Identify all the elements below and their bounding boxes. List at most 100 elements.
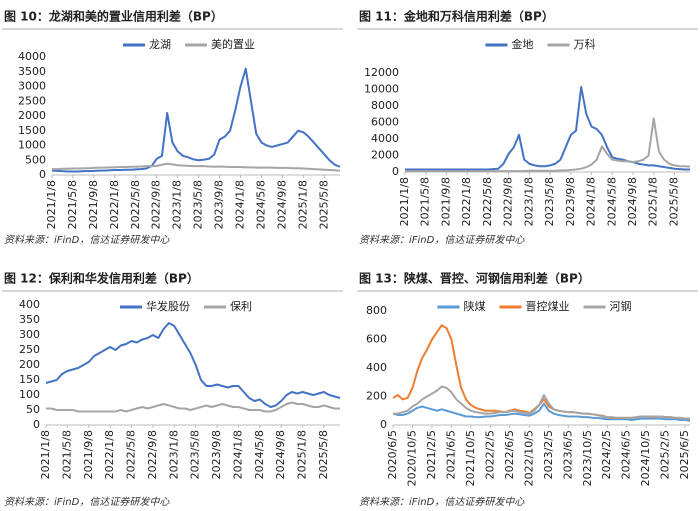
x-tick-label: 2021/5/8 <box>66 180 79 229</box>
y-tick-label: 3500 <box>18 65 46 78</box>
x-tick-label: 2024/1/8 <box>585 177 598 226</box>
series-line <box>392 402 691 422</box>
chart-title: 图 12：保利和华发信用利差（BP） <box>4 271 199 286</box>
x-tick-label: 2025/6/5 <box>678 430 691 479</box>
x-tick-label: 2025/5/8 <box>317 180 330 229</box>
x-tick-label: 2021/5/8 <box>419 177 432 226</box>
x-tick-label: 2023/5/8 <box>189 430 202 479</box>
legend-label: 金地 <box>512 37 534 51</box>
x-tick-label: 2023/6/5 <box>561 430 574 479</box>
y-tick-label: 2500 <box>18 94 46 107</box>
x-tick-label: 2021/1/8 <box>45 180 58 229</box>
legend-label: 晋控煤业 <box>526 299 570 313</box>
x-tick-label: 2022/5/8 <box>125 430 138 479</box>
x-tick-label: 2021/10/5 <box>464 430 477 486</box>
chart-title: 图 13：陕煤、晋控、河钢信用利差（BP） <box>359 271 590 286</box>
series-line <box>46 401 340 413</box>
legend-label: 华发股份 <box>146 299 190 313</box>
y-tick-label: 200 <box>366 390 387 403</box>
y-tick-label: 1000 <box>18 139 46 152</box>
x-tick-label: 2025/1/8 <box>647 177 660 226</box>
y-tick-label: 0 <box>33 418 40 431</box>
x-tick-label: 2022/9/8 <box>502 177 515 226</box>
x-tick-label: 2023/9/8 <box>213 180 226 229</box>
x-tick-label: 2023/1/8 <box>171 180 184 229</box>
x-tick-label: 2024/9/8 <box>626 177 639 226</box>
y-tick-label: 4000 <box>371 132 399 145</box>
x-tick-label: 2021/6/5 <box>444 430 457 479</box>
y-tick-label: 400 <box>366 361 387 374</box>
y-tick-label: 2000 <box>18 109 46 122</box>
y-tick-label: 50 <box>26 403 40 416</box>
x-tick-label: 2021/9/8 <box>439 177 452 226</box>
x-tick-label: 2021/1/8 <box>39 430 52 479</box>
x-tick-label: 2023/1/8 <box>167 430 180 479</box>
x-tick-label: 2024/1/8 <box>231 430 244 479</box>
y-tick-label: 400 <box>19 298 40 311</box>
x-tick-label: 2022/9/8 <box>150 180 163 229</box>
y-tick-label: 500 <box>25 153 46 166</box>
x-tick-label: 2024/5/8 <box>254 180 267 229</box>
y-tick-label: 0 <box>380 418 387 431</box>
x-tick-label: 2025/5/8 <box>667 177 680 226</box>
x-tick-label: 2024/5/8 <box>605 177 618 226</box>
y-tick-label: 8000 <box>371 99 399 112</box>
y-tick-label: 600 <box>366 333 387 346</box>
y-tick-label: 800 <box>366 304 387 317</box>
y-tick-label: 12000 <box>364 66 399 79</box>
y-tick-label: 150 <box>19 373 40 386</box>
source: 资料来源：iFinD，信达证券研发中心 <box>4 496 170 508</box>
x-tick-label: 2023/2/5 <box>542 430 555 479</box>
x-tick-label: 2022/9/8 <box>146 430 159 479</box>
chart-title: 图 10：龙湖和美的置业信用利差（BP） <box>4 9 223 24</box>
series-line <box>45 322 341 408</box>
x-tick-label: 2022/2/5 <box>483 430 496 479</box>
x-tick-label: 2024/1/8 <box>234 180 247 229</box>
x-tick-label: 2021/9/8 <box>82 430 95 479</box>
y-tick-label: 300 <box>19 328 40 341</box>
x-tick-label: 2023/9/8 <box>564 177 577 226</box>
x-tick-label: 2025/1/8 <box>296 180 309 229</box>
x-tick-label: 2022/1/8 <box>103 430 116 479</box>
y-tick-label: 100 <box>19 388 40 401</box>
x-tick-label: 2022/5/8 <box>481 177 494 226</box>
x-tick-label: 2023/5/8 <box>192 180 205 229</box>
y-tick-label: 0 <box>392 165 399 178</box>
x-tick-label: 2021/5/8 <box>60 430 73 479</box>
x-tick-label: 2024/10/5 <box>639 430 652 486</box>
y-tick-label: 350 <box>19 313 40 326</box>
x-tick-label: 2021/9/8 <box>87 180 100 229</box>
y-tick-label: 3000 <box>18 80 46 93</box>
source: 资料来源：iFinD，信达证券研发中心 <box>4 234 170 246</box>
y-tick-label: 2000 <box>371 149 399 162</box>
legend-label: 河钢 <box>610 300 632 313</box>
series-line <box>405 86 690 171</box>
x-tick-label: 2020/10/5 <box>405 430 418 486</box>
y-tick-label: 4000 <box>18 50 46 63</box>
legend-label: 保利 <box>230 299 252 313</box>
legend-label: 万科 <box>574 37 596 51</box>
series-line <box>392 324 690 420</box>
y-tick-label: 6000 <box>371 116 399 129</box>
x-tick-label: 2022/5/8 <box>129 180 142 229</box>
chart-title: 图 11：金地和万科信用利差（BP） <box>359 9 554 24</box>
x-tick-label: 2022/6/5 <box>503 430 516 479</box>
x-tick-label: 2024/9/8 <box>275 180 288 229</box>
x-tick-label: 2025/5/8 <box>317 430 330 479</box>
y-tick-label: 10000 <box>364 83 399 96</box>
y-tick-label: 200 <box>19 358 40 371</box>
x-tick-label: 2023/1/8 <box>522 177 535 226</box>
series-line <box>51 67 341 173</box>
legend-label: 美的置业 <box>211 37 255 51</box>
x-tick-label: 2025/1/8 <box>296 430 309 479</box>
y-tick-label: 0 <box>39 168 46 181</box>
x-tick-label: 2024/5/8 <box>253 430 266 479</box>
x-tick-label: 2021/2/5 <box>425 430 438 479</box>
x-tick-label: 2022/10/5 <box>522 430 535 486</box>
x-tick-label: 2023/5/8 <box>543 177 556 226</box>
x-tick-label: 2023/10/5 <box>581 430 594 486</box>
source: 资料来源：iFinD，信达证券研发中心 <box>359 234 525 246</box>
series-line <box>405 117 691 173</box>
y-tick-label: 1500 <box>18 124 46 137</box>
